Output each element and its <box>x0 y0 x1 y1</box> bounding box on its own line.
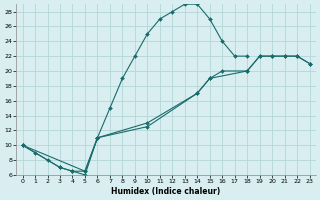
X-axis label: Humidex (Indice chaleur): Humidex (Indice chaleur) <box>111 187 221 196</box>
